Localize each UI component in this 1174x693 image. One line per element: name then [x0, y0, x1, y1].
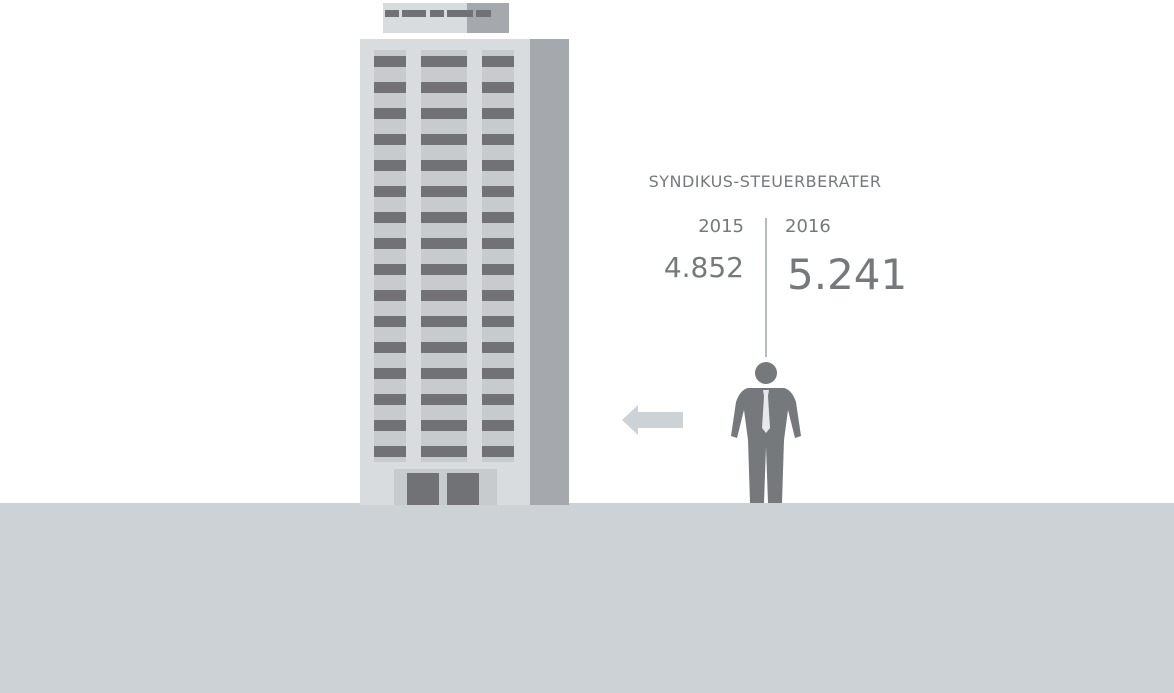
value-label: 5.241: [787, 250, 907, 299]
year-label: 2015: [698, 216, 744, 237]
roof-window: [385, 10, 399, 17]
door: [447, 473, 479, 505]
building-side: [530, 39, 569, 505]
window: [421, 56, 467, 67]
roof-window: [447, 10, 473, 17]
building: [360, 3, 569, 505]
window: [421, 160, 467, 171]
year-label: 2016: [785, 216, 831, 237]
window: [482, 394, 514, 405]
person: [731, 362, 801, 503]
window: [374, 342, 406, 353]
window: [421, 394, 467, 405]
window: [374, 82, 406, 93]
roof-window: [430, 10, 444, 17]
window: [421, 342, 467, 353]
window: [482, 160, 514, 171]
window: [482, 212, 514, 223]
window: [482, 134, 514, 145]
window: [421, 264, 467, 275]
window: [482, 264, 514, 275]
roof-window: [476, 10, 491, 17]
window: [374, 368, 406, 379]
arrow: [622, 405, 683, 435]
window: [374, 316, 406, 327]
value-label: 4.852: [664, 251, 744, 284]
window: [374, 394, 406, 405]
window: [421, 290, 467, 301]
window: [482, 342, 514, 353]
ground: [0, 503, 1174, 693]
window: [421, 108, 467, 119]
window: [482, 82, 514, 93]
window: [482, 420, 514, 431]
page: SYNDIKUS-STEUERBERATER 2015 2016 4.852 5…: [0, 0, 1174, 693]
window: [374, 446, 406, 457]
title: SYNDIKUS-STEUERBERATER: [649, 172, 882, 191]
window: [482, 290, 514, 301]
window: [421, 420, 467, 431]
windows: [374, 10, 514, 462]
window: [374, 238, 406, 249]
window: [421, 212, 467, 223]
window: [482, 316, 514, 327]
window: [374, 108, 406, 119]
infographic: SYNDIKUS-STEUERBERATER 2015 2016 4.852 5…: [0, 0, 1174, 693]
window: [482, 186, 514, 197]
window: [374, 290, 406, 301]
door: [407, 473, 439, 505]
window: [374, 420, 406, 431]
window: [482, 238, 514, 249]
roof-structure: [383, 3, 467, 33]
roof-window: [402, 10, 426, 17]
roof-side: [467, 3, 509, 33]
window: [421, 82, 467, 93]
window: [421, 316, 467, 327]
window: [421, 238, 467, 249]
person-head: [755, 362, 777, 384]
window: [421, 186, 467, 197]
window: [482, 446, 514, 457]
window: [482, 108, 514, 119]
window: [374, 186, 406, 197]
window: [421, 446, 467, 457]
window: [374, 134, 406, 145]
window: [421, 368, 467, 379]
window: [374, 56, 406, 67]
window: [374, 264, 406, 275]
window: [421, 134, 467, 145]
window: [374, 160, 406, 171]
window: [374, 212, 406, 223]
window: [482, 368, 514, 379]
window: [482, 56, 514, 67]
